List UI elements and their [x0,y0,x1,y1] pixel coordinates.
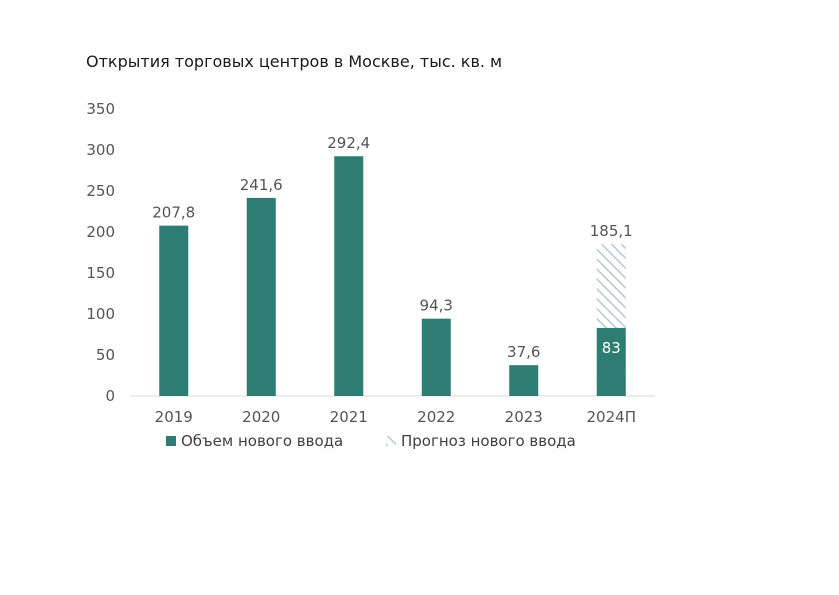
data-label-actual: 83 [602,339,621,357]
legend-label-actual: Объем нового ввода [181,432,343,450]
y-tick-label: 250 [86,182,115,200]
data-label-actual: 207,8 [152,204,195,222]
bar-actual [596,327,626,396]
y-tick-label: 100 [86,305,115,323]
bar-actual [159,225,189,396]
legend: Объем нового ввода Прогноз нового ввода [166,432,576,450]
chart-title: Открытия торговых центров в Москве, тыс.… [86,52,503,71]
x-tick-label: 2023 [505,408,543,426]
legend-swatch-actual [166,436,176,446]
y-tick-label: 300 [86,141,115,159]
bar-actual [334,156,364,396]
y-tick-label: 200 [86,223,115,241]
y-tick-label: 350 [86,100,115,118]
x-axis: 2019 2020 2021 2022 2023 2024П [155,408,636,426]
data-label-forecast: 185,1 [590,222,633,240]
x-tick-label: 2019 [155,408,193,426]
data-label-actual: 37,6 [507,343,540,361]
x-tick-label: 2020 [242,408,280,426]
data-label-actual: 292,4 [327,134,370,152]
bar-actual [246,197,276,396]
x-tick-label: 2024П [587,408,636,426]
x-tick-label: 2022 [417,408,455,426]
y-tick-label: 50 [96,346,115,364]
data-label-actual: 94,3 [420,297,453,315]
legend-swatch-forecast [386,436,396,446]
x-tick-label: 2021 [330,408,368,426]
y-tick-label: 150 [86,264,115,282]
y-tick-label: 0 [105,387,115,405]
data-label-actual: 241,6 [240,176,283,194]
bar-actual [509,365,539,396]
bar-actual [421,318,451,396]
bars: 207,8 241,6 292,4 94,3 37,6 185,1 83 [152,134,633,396]
y-axis: 0 50 100 150 200 250 300 350 [86,100,115,405]
legend-label-forecast: Прогноз нового ввода [401,432,576,450]
